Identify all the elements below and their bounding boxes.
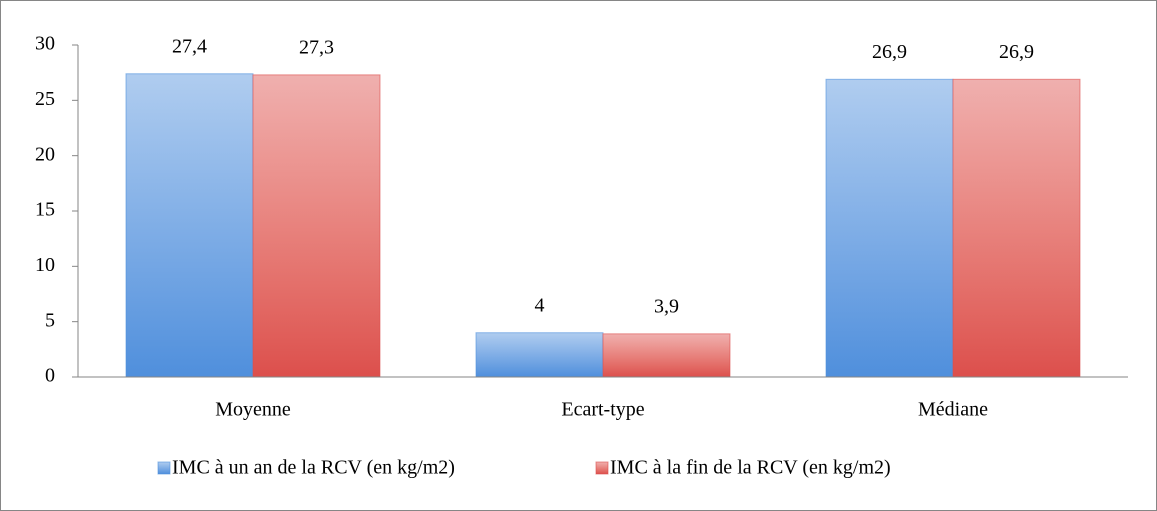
y-tick-label: 5 — [45, 309, 55, 331]
value-label: 3,9 — [654, 295, 679, 317]
x-tick-label: Médiane — [918, 399, 988, 421]
value-label: 26,9 — [999, 41, 1034, 63]
y-tick-label: 30 — [35, 33, 55, 55]
x-tick-label: Ecart-type — [561, 399, 644, 421]
bar — [825, 78, 954, 378]
y-tick-label: 20 — [35, 143, 55, 165]
bar — [952, 78, 1081, 378]
y-tick-label: 10 — [35, 254, 55, 276]
value-label: 27,3 — [299, 36, 334, 58]
legend-swatch — [595, 461, 609, 475]
value-label: 26,9 — [872, 41, 907, 63]
value-label: 27,4 — [172, 35, 207, 57]
y-tick-label: 15 — [35, 199, 55, 221]
y-tick-label: 0 — [45, 365, 55, 387]
bar — [602, 333, 731, 378]
x-tick-label: Moyenne — [215, 399, 291, 421]
legend-swatch — [157, 461, 171, 475]
bar — [475, 332, 604, 378]
legend-label: IMC à un an de la RCV (en kg/m2) — [172, 457, 455, 479]
bar — [252, 74, 381, 378]
bar — [125, 73, 254, 378]
legend-label: IMC à la fin de la RCV (en kg/m2) — [610, 457, 891, 479]
y-tick-label: 25 — [35, 88, 55, 110]
value-label: 4 — [535, 294, 545, 316]
